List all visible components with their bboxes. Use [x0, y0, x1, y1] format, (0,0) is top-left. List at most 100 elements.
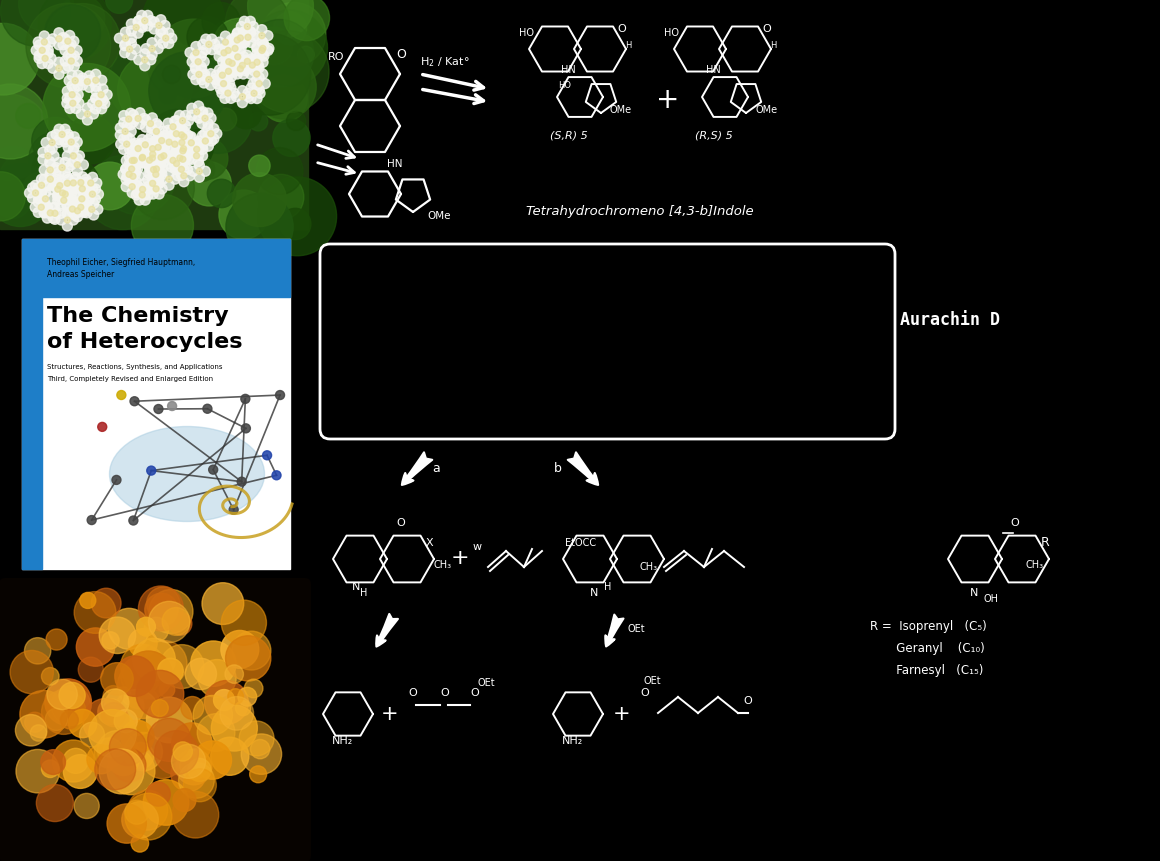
Circle shape: [34, 38, 43, 48]
Circle shape: [188, 167, 198, 177]
Circle shape: [234, 56, 245, 66]
Circle shape: [64, 195, 73, 205]
Text: The Chemistry: The Chemistry: [48, 306, 229, 325]
Circle shape: [169, 612, 191, 635]
Circle shape: [55, 158, 64, 168]
Circle shape: [216, 74, 225, 84]
Circle shape: [184, 145, 195, 154]
Circle shape: [220, 94, 230, 104]
Circle shape: [245, 35, 251, 41]
Circle shape: [137, 23, 147, 34]
Circle shape: [128, 163, 137, 172]
Circle shape: [96, 76, 107, 86]
Circle shape: [181, 174, 187, 180]
Circle shape: [158, 127, 167, 137]
Circle shape: [254, 53, 263, 63]
Circle shape: [124, 159, 135, 170]
Circle shape: [248, 156, 270, 177]
Circle shape: [142, 641, 187, 686]
Circle shape: [52, 740, 94, 782]
Circle shape: [259, 40, 269, 51]
Circle shape: [133, 16, 144, 27]
Circle shape: [48, 145, 57, 154]
Circle shape: [251, 32, 261, 41]
Circle shape: [39, 208, 49, 219]
Circle shape: [42, 40, 48, 46]
Circle shape: [198, 40, 208, 50]
Circle shape: [183, 155, 194, 165]
Circle shape: [194, 153, 200, 159]
Circle shape: [153, 131, 164, 141]
Circle shape: [60, 57, 71, 67]
Circle shape: [126, 682, 148, 704]
Circle shape: [68, 139, 74, 146]
Circle shape: [56, 66, 61, 72]
Circle shape: [57, 195, 67, 205]
Circle shape: [274, 13, 306, 46]
Circle shape: [230, 67, 239, 77]
Circle shape: [82, 203, 92, 213]
Circle shape: [225, 69, 232, 75]
Circle shape: [145, 110, 213, 179]
Circle shape: [144, 162, 153, 172]
Circle shape: [173, 158, 183, 169]
Circle shape: [59, 185, 68, 195]
Circle shape: [174, 156, 184, 166]
Circle shape: [44, 209, 53, 219]
Circle shape: [187, 139, 227, 180]
Circle shape: [94, 738, 124, 768]
Circle shape: [252, 11, 327, 87]
Circle shape: [249, 63, 255, 69]
Circle shape: [70, 173, 80, 183]
Circle shape: [66, 190, 77, 200]
Circle shape: [66, 207, 77, 216]
Circle shape: [159, 139, 165, 145]
Circle shape: [64, 755, 97, 789]
Circle shape: [0, 147, 39, 201]
Circle shape: [41, 41, 50, 51]
Circle shape: [60, 34, 70, 45]
Circle shape: [181, 111, 190, 121]
Circle shape: [223, 40, 233, 50]
Circle shape: [164, 169, 174, 179]
Circle shape: [167, 126, 176, 136]
Circle shape: [190, 53, 201, 63]
Circle shape: [135, 120, 145, 130]
Circle shape: [90, 195, 101, 205]
Circle shape: [118, 119, 129, 128]
Circle shape: [121, 165, 131, 175]
Circle shape: [276, 391, 284, 400]
Circle shape: [68, 59, 74, 65]
Circle shape: [38, 148, 48, 158]
Circle shape: [48, 133, 57, 142]
Circle shape: [63, 192, 68, 198]
Text: CH₃: CH₃: [640, 561, 658, 572]
Circle shape: [230, 50, 240, 60]
Circle shape: [226, 72, 237, 83]
Circle shape: [82, 201, 92, 212]
Circle shape: [256, 148, 303, 195]
Circle shape: [245, 59, 251, 65]
Circle shape: [151, 156, 160, 166]
Circle shape: [128, 176, 137, 185]
Circle shape: [74, 794, 100, 819]
FancyBboxPatch shape: [0, 579, 311, 861]
Circle shape: [200, 71, 210, 80]
Circle shape: [137, 135, 147, 146]
Circle shape: [143, 143, 148, 149]
Circle shape: [35, 52, 44, 61]
Circle shape: [85, 84, 94, 93]
Text: N: N: [351, 581, 361, 592]
Circle shape: [176, 137, 187, 146]
Circle shape: [43, 181, 52, 191]
Text: OMe: OMe: [610, 105, 632, 115]
Circle shape: [124, 733, 162, 771]
Text: Theophil Eicher, Siegfried Hauptmann,: Theophil Eicher, Siegfried Hauptmann,: [48, 257, 195, 267]
Circle shape: [251, 91, 258, 97]
Bar: [22, 239, 290, 569]
Circle shape: [174, 122, 184, 133]
Circle shape: [46, 159, 100, 212]
Circle shape: [222, 51, 227, 57]
Circle shape: [215, 46, 224, 55]
Circle shape: [38, 183, 44, 189]
